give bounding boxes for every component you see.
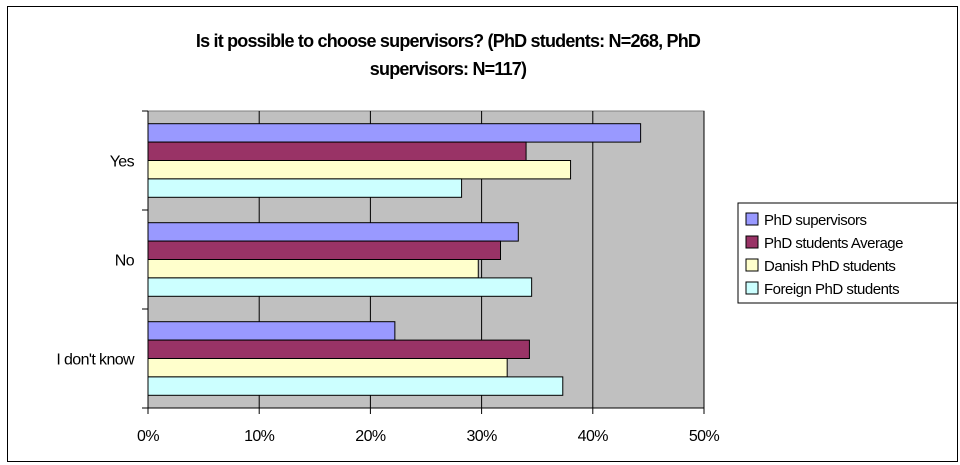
category-label: No — [115, 253, 135, 270]
bar — [147, 160, 572, 180]
bar — [147, 259, 479, 279]
category-label: I don't know — [56, 352, 135, 369]
chart-frame: Is it possible to choose supervisors? (P… — [7, 6, 958, 462]
bar — [147, 339, 530, 360]
bar — [147, 321, 396, 341]
chart-title-line-1: Is it possible to choose supervisors? (P… — [195, 31, 701, 51]
bar — [147, 141, 527, 162]
x-tick-label: 30% — [466, 428, 497, 445]
bar — [147, 376, 564, 396]
x-tick-label: 40% — [578, 428, 609, 445]
bar — [147, 240, 502, 261]
x-tick-label: 20% — [355, 428, 386, 445]
legend-label: Foreign PhD students — [764, 281, 899, 298]
legend-box — [737, 202, 957, 304]
legend-label: Danish PhD students — [764, 258, 895, 275]
bar — [147, 222, 519, 242]
chart-title: Is it possible to choose supervisors? (P… — [8, 27, 888, 83]
legend-label: PhD supervisors — [764, 212, 867, 229]
legend-swatch — [745, 258, 759, 272]
bar — [147, 178, 463, 198]
bar — [147, 277, 533, 297]
bar — [147, 123, 642, 143]
x-tick-label: 0% — [137, 428, 159, 445]
legend-label: PhD students Average — [764, 235, 903, 252]
bar-chart: Yes No I don't know 0% 10% 20% 30% 40% 50% PhD su… — [56, 110, 957, 445]
bar — [147, 358, 508, 378]
chart-title-line-2: supervisors: N=117) — [369, 59, 527, 79]
legend-swatch — [745, 212, 759, 226]
legend-swatch — [745, 235, 759, 249]
x-tick-label: 10% — [244, 428, 275, 445]
legend-swatch — [745, 281, 759, 295]
category-label: Yes — [110, 154, 135, 171]
x-tick-label: 50% — [689, 428, 720, 445]
